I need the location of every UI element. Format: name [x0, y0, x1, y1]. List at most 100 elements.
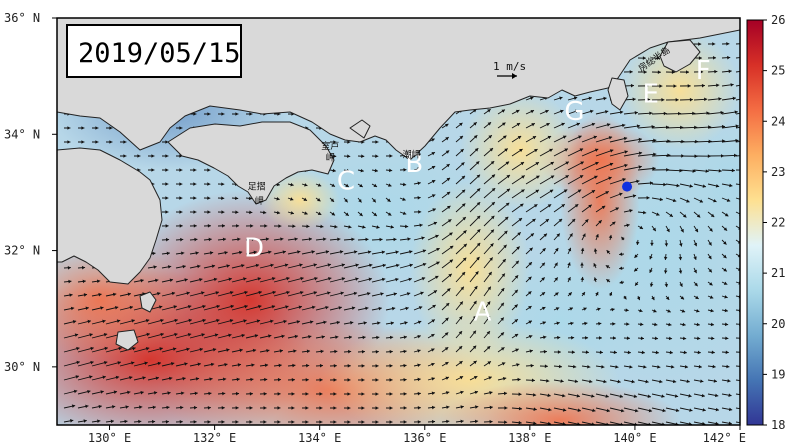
current-arrowhead: [638, 137, 642, 142]
current-arrowhead: [742, 407, 745, 411]
current-arrowhead: [303, 197, 307, 201]
current-arrowhead: [389, 420, 393, 424]
current-arrow: [735, 112, 740, 115]
current-arrowhead: [445, 391, 450, 395]
region-label-g: G: [564, 97, 584, 127]
current-arrowhead: [503, 244, 507, 249]
current-arrowhead: [306, 363, 310, 368]
current-arrowhead: [174, 318, 178, 323]
current-arrowhead: [263, 392, 267, 396]
current-arrowhead: [625, 308, 629, 312]
shikoku-land: [167, 121, 335, 205]
current-arrowhead: [347, 406, 351, 410]
current-arrowhead: [636, 179, 640, 184]
current-arrowhead: [491, 174, 496, 178]
current-arrowhead: [488, 271, 492, 276]
current-arrowhead: [723, 241, 727, 245]
current-arrowhead: [195, 377, 200, 381]
current-arrowhead: [375, 378, 379, 382]
current-arrowhead: [672, 198, 677, 203]
current-arrowhead: [367, 292, 371, 296]
current-arrowhead: [331, 183, 335, 187]
lat-tick-label: 36° N: [4, 11, 40, 25]
current-arrowhead: [613, 350, 617, 355]
current-arrowhead: [138, 419, 142, 424]
current-arrowhead: [629, 209, 633, 213]
current-arrowhead: [207, 420, 211, 424]
current-arrowhead: [567, 262, 571, 266]
current-arrowhead: [714, 69, 718, 74]
current-arrowhead: [347, 420, 351, 424]
current-arrowhead: [505, 161, 510, 165]
current-arrowhead: [85, 306, 89, 311]
current-arrowhead: [193, 224, 197, 228]
current-arrowhead: [325, 305, 329, 310]
current-arrowhead: [403, 363, 407, 368]
current-arrowhead: [547, 393, 551, 398]
current-arrow: [735, 281, 740, 284]
current-arrowhead: [256, 319, 261, 323]
current-arrowhead: [317, 198, 321, 202]
current-arrowhead: [375, 349, 379, 354]
current-arrowhead: [547, 421, 552, 425]
current-arrowhead: [619, 266, 623, 271]
current-arrowhead: [317, 183, 322, 187]
current-arrowhead: [445, 150, 450, 154]
current-arrowhead: [305, 378, 309, 382]
current-arrowhead: [638, 165, 642, 169]
current-arrowhead: [557, 350, 561, 354]
current-arrowhead: [490, 243, 494, 247]
current-arrowhead: [446, 164, 450, 168]
current-arrowhead: [609, 149, 614, 153]
current-arrowhead: [580, 262, 584, 266]
current-arrowhead: [308, 237, 312, 241]
current-arrowhead: [403, 420, 407, 424]
current-arrowhead: [309, 320, 314, 324]
current-arrowhead: [251, 363, 255, 367]
current-arrowhead: [532, 218, 536, 223]
current-arrowhead: [361, 154, 365, 158]
current-arrowhead: [725, 336, 729, 341]
current-arrowhead: [506, 174, 510, 179]
current-arrowhead: [547, 135, 552, 140]
current-arrowhead: [623, 295, 627, 300]
current-arrowhead: [629, 70, 633, 74]
current-arrowhead: [694, 228, 698, 233]
current-arrowhead: [390, 225, 394, 229]
latitude-axis: 36° N 34° N 32° N 30° N: [4, 11, 57, 374]
current-arrowhead: [73, 389, 78, 394]
current-arrowhead: [167, 265, 172, 269]
current-arrowhead: [333, 420, 337, 424]
region-label-a: A: [474, 297, 492, 327]
current-arrowhead: [404, 321, 408, 325]
current-arrowhead: [663, 111, 667, 116]
current-arrowhead: [653, 309, 657, 313]
current-arrowhead: [516, 123, 521, 127]
current-arrowhead: [563, 189, 568, 193]
current-arrowhead: [171, 291, 176, 296]
current-arrowhead: [698, 364, 702, 369]
current-arrowhead: [270, 263, 274, 268]
current-arrowhead: [649, 283, 654, 287]
current-arrowhead: [648, 408, 653, 413]
current-arrowhead: [530, 363, 534, 368]
current-arrowhead: [235, 406, 239, 410]
current-arrowhead: [709, 295, 714, 299]
current-arrowhead: [541, 262, 545, 267]
current-arrowhead: [458, 346, 463, 350]
current-arrowhead: [294, 334, 299, 339]
current-arrowhead: [81, 126, 85, 130]
place-label: 室戸: [321, 140, 339, 152]
current-arrowhead: [102, 375, 106, 379]
current-arrowhead: [622, 178, 626, 182]
current-arrowhead: [179, 182, 183, 186]
current-arrowhead: [542, 321, 546, 325]
current-arrowhead: [667, 309, 671, 313]
current-arrowhead: [353, 250, 358, 254]
current-arrowhead: [378, 306, 382, 311]
current-arrowhead: [193, 112, 197, 116]
current-arrowhead: [402, 182, 407, 187]
current-arrowhead: [489, 405, 493, 410]
current-arrowhead: [500, 288, 505, 292]
region-label-f: F: [696, 56, 711, 86]
